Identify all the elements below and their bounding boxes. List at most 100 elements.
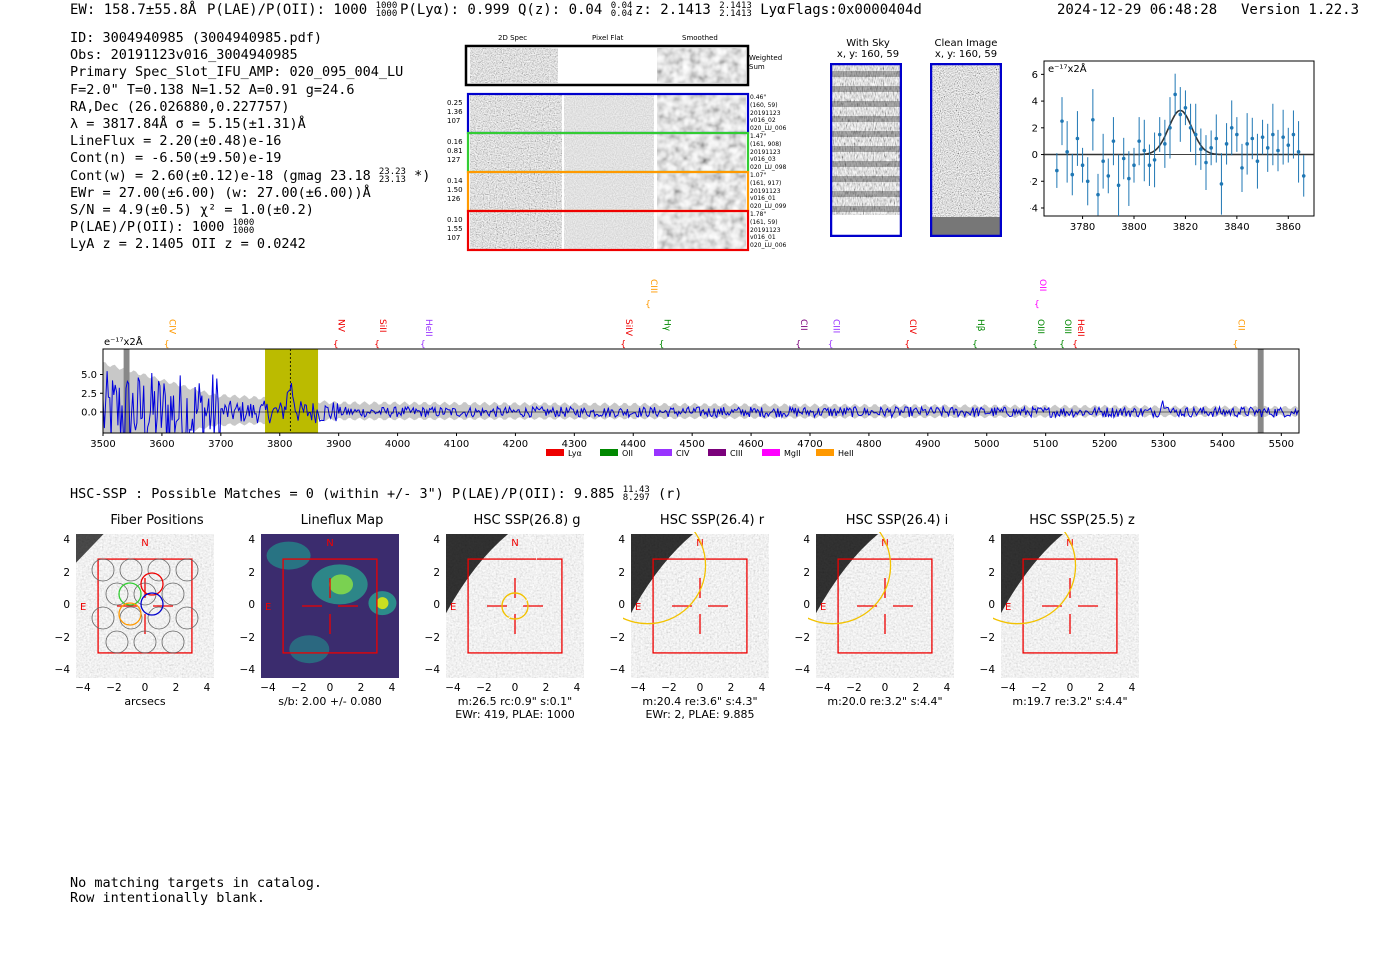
line-marker-label: CII (1235, 319, 1245, 331)
spectrum-xtick: 3900 (326, 439, 351, 450)
cutout-ytick: 2 (248, 566, 255, 579)
cutout-xtick: 4 (758, 682, 766, 694)
cutout-xtick: −4 (1000, 682, 1016, 694)
spec2d-col-title: Smoothed (682, 34, 718, 42)
spectrum-xtick: 4900 (915, 439, 940, 450)
clean-image (930, 63, 1002, 237)
cutout-title: HSC SSP(25.5) z (1029, 513, 1135, 528)
info-ewr: EWr = 27.00(±6.00) (w: 27.00(±6.00))Å (70, 184, 371, 201)
fiber-circle (91, 606, 115, 630)
data-point (1080, 163, 1085, 168)
cutout-xtick: 0 (141, 682, 149, 694)
fiber-circle (175, 606, 199, 630)
data-point (1199, 147, 1203, 151)
data-point (1245, 142, 1249, 146)
info-contn: Cont(n) = -6.50(±9.50)e-19 (70, 150, 282, 167)
emission-window (265, 349, 319, 433)
pixel-flat-strip (564, 173, 654, 210)
masked-region (123, 349, 130, 433)
info-radec: RA,Dec (26.026880,0.227757) (70, 98, 290, 115)
data-point (1265, 146, 1270, 150)
line-marker-label: Hγ (662, 319, 672, 332)
spectrum-xtick: 5200 (1092, 439, 1117, 450)
cutout-ytick: 0 (248, 599, 255, 611)
line-marker-brace: { (828, 340, 834, 350)
north-label: N (511, 538, 518, 549)
spectrum-xtick: 4600 (738, 439, 763, 450)
cutout-ytick: 4 (618, 534, 625, 546)
cutout-caption: s/b: 2.00 +/- 0.080 (278, 695, 382, 708)
data-point (1127, 176, 1131, 181)
cutout-image: NE (993, 532, 1139, 678)
spec2d-weighted-label: Weighted Sum (749, 54, 783, 71)
match-ellipse (501, 592, 529, 620)
data-point (1065, 150, 1069, 154)
match-ellipse (993, 532, 1077, 625)
legend-label: Lyα (568, 449, 582, 458)
cutout-ytick: −2 (609, 631, 625, 644)
flux-spectrum-line (103, 371, 1299, 433)
line-marker-label: Hβ (975, 319, 985, 332)
spectrum-xtick: 5400 (1210, 439, 1235, 450)
fiber-circle (147, 606, 171, 630)
zoom-xtick: 3860 (1276, 222, 1301, 233)
pixel-flat-strip (564, 134, 654, 171)
match-ellipse (808, 532, 892, 625)
line-marker-brace: { (659, 340, 665, 350)
spectrum-xtick: 4100 (444, 439, 469, 450)
cutout-xtick: −2 (476, 682, 492, 694)
data-point (1111, 139, 1116, 143)
data-point (1163, 142, 1167, 146)
info-obs: Obs: 20191123v016_3004940985 (70, 47, 298, 64)
header-z: z: 2.1413 2.1413 2.1413 Lyα (635, 1, 786, 19)
fiber-circle (161, 630, 185, 654)
line-marker-brace: { (374, 340, 380, 350)
cutout-xtick: −2 (661, 682, 677, 694)
data-point (1301, 174, 1306, 178)
cutout-title: HSC SSP(26.4) r (659, 513, 765, 528)
header-ew: EW: 158.7±55.8Å (70, 2, 197, 18)
cutout-xtick: −4 (260, 682, 276, 694)
cutout-xtick: 2 (357, 682, 365, 694)
spectrum-xtick: 3500 (90, 439, 115, 450)
cutout-ytick: −2 (424, 631, 440, 644)
north-label: N (141, 538, 148, 549)
data-point (1291, 132, 1296, 137)
zoom-ytick: 2 (1032, 123, 1038, 134)
zoom-ytick: −4 (1030, 203, 1038, 214)
zoom-fit-plot: 6 4 2 0 −2 −4 3780 3800 3820 3840 3860 e⁻¹⁷x2Å (1030, 60, 1315, 233)
spec2d-col-title: Pixel Flat (592, 34, 624, 42)
cutout-xtick: −4 (630, 682, 646, 694)
legend-label: CIV (676, 449, 690, 458)
info-contw: Cont(w) = 2.60(±0.12)e-18 (gmag 23.18 23… (70, 166, 431, 185)
data-point (1142, 148, 1147, 153)
cutout-ytick: −2 (794, 631, 810, 644)
data-point (1173, 92, 1177, 97)
data-point (1224, 142, 1229, 146)
cutout-title: HSC SSP(26.4) i (845, 513, 949, 528)
cutout-xtick: −2 (846, 682, 862, 694)
sky-band (832, 86, 900, 92)
cutout-ytick: −4 (609, 664, 625, 676)
cutout-title: Lineflux Map (300, 513, 384, 528)
cutout-panel: HSC SSP(25.5) z (993, 512, 1181, 742)
fiber-circle (119, 558, 143, 582)
spectrum-xtick: 3800 (267, 439, 292, 450)
fiber-circle (147, 558, 171, 582)
cutout-xtick: −4 (815, 682, 831, 694)
line-marker-label: OII (1037, 279, 1047, 291)
data-point (1055, 168, 1059, 173)
footer-line-2: Row intentionally blank. (70, 890, 266, 906)
data-point (1070, 172, 1075, 177)
cutout-image: NE (623, 532, 769, 678)
line-marker-label: CIV (167, 319, 177, 335)
data-point (1188, 126, 1193, 130)
legend-swatch (600, 449, 618, 456)
spectrum-xtick: 5300 (1151, 439, 1176, 450)
cutout-ytick: 4 (433, 534, 440, 546)
info-primary: Primary Spec_Slot_IFU_AMP: 020_095_004_L… (70, 64, 404, 81)
data-point (1178, 112, 1183, 117)
cutout-xtick: 0 (696, 682, 704, 694)
spectrum-xtick: 5100 (1033, 439, 1058, 450)
spec2d-strip (470, 173, 562, 210)
